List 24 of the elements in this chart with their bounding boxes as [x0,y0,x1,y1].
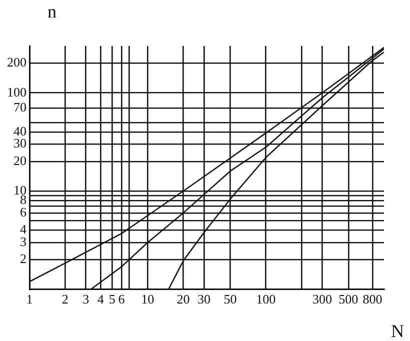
x-tick-label: 1 [26,292,33,307]
x-tick-label: 6 [118,292,126,307]
y-tick-label: 200 [7,54,26,70]
x-tick-label: 50 [224,292,237,307]
x-axis-title: N [391,321,404,341]
x-tick-label: 2 [62,292,68,307]
y-tick-label: 70 [14,100,26,115]
y-tick-label: 40 [14,123,26,138]
x-tick-label: 500 [338,292,358,307]
y-tick-label: 30 [14,136,26,151]
y-tick-label: 6 [20,204,27,220]
x-tick-label: 5 [108,292,116,307]
x-tick-label: 800 [362,292,382,307]
x-tick-label: 10 [141,292,154,307]
x-tick-label: 4 [97,292,104,307]
x-tick-label: 3 [82,292,90,307]
x-tick-label: 100 [256,292,276,307]
x-tick-label: 300 [312,292,332,307]
y-axis-title: n [48,2,56,22]
x-tick-label: 30 [198,292,211,307]
y-tick-label: 20 [14,152,26,168]
y-tick-label: 2 [20,251,26,266]
y-tick-label: 100 [7,84,26,100]
x-tick-label: 20 [176,292,190,307]
